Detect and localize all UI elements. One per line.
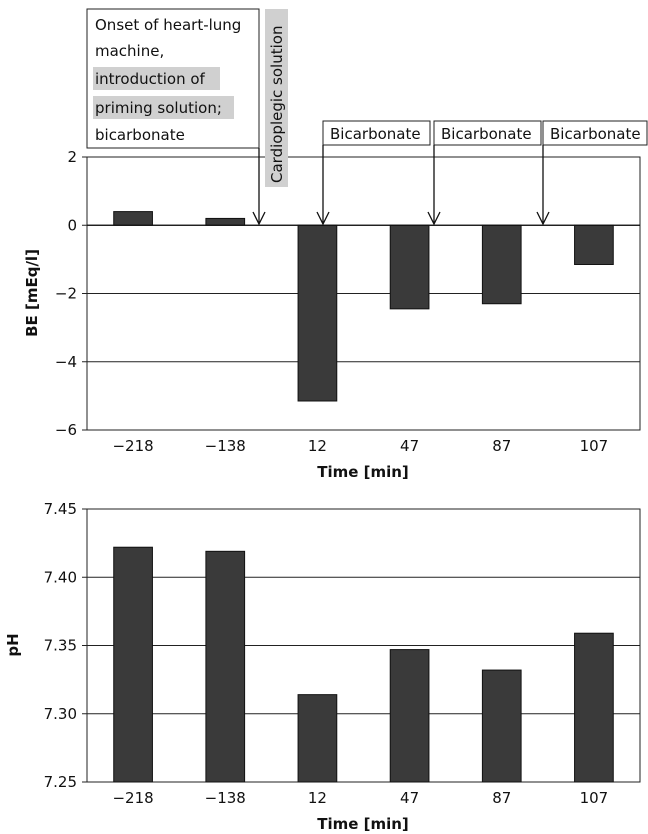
highlight-introduction xyxy=(93,67,220,90)
bicarbonate-box-2 xyxy=(433,120,542,146)
onset-line-3: introduction of xyxy=(95,70,206,88)
bicarbonate-box-1 xyxy=(322,120,431,146)
bicarbonate-label-3: Bicarbonate xyxy=(550,125,641,143)
onset-annotation: Onset of heart-lung machine, introductio… xyxy=(86,8,260,149)
be-bar xyxy=(297,224,338,402)
be-x-tick-label: 107 xyxy=(580,437,609,455)
ph-y-tick-label: 7.30 xyxy=(44,705,77,723)
be-y-tick-label: −6 xyxy=(55,421,77,439)
annotation-arrows xyxy=(252,145,550,226)
be-x-tick-label: −218 xyxy=(112,437,153,455)
onset-line-2: machine, xyxy=(95,42,164,60)
be-bar xyxy=(574,224,614,265)
arrow-bicarb-1-head xyxy=(316,211,330,226)
be-x-tick-labels: −218 −138 12 47 87 107 xyxy=(112,437,608,455)
be-y-tick-label: 0 xyxy=(67,216,77,234)
ph-x-tick-label: 87 xyxy=(492,789,511,807)
ph-x-tick-label: 107 xyxy=(580,789,609,807)
ph-bar xyxy=(113,546,153,783)
bicarbonate-label-1: Bicarbonate xyxy=(330,125,421,143)
ph-y-axis-title: pH xyxy=(4,633,22,656)
be-y-tick-label: −2 xyxy=(55,285,77,303)
ph-x-tick-label: 12 xyxy=(308,789,327,807)
cardioplegic-label: Cardioplegic solution xyxy=(268,26,286,183)
bicarbonate-label-2: Bicarbonate xyxy=(441,125,532,143)
onset-line-5: bicarbonate xyxy=(95,126,185,144)
ph-x-tick-labels: −218 −138 12 47 87 107 xyxy=(112,789,608,807)
be-x-tick-label: 47 xyxy=(400,437,419,455)
be-bar xyxy=(113,211,153,226)
be-bar xyxy=(205,217,246,226)
be-x-tick-label: 12 xyxy=(308,437,327,455)
be-bar xyxy=(481,224,522,305)
be-x-tick-label: −138 xyxy=(205,437,246,455)
ph-y-tick-label: 7.45 xyxy=(44,500,77,518)
ph-x-tick-label: 47 xyxy=(400,789,419,807)
cardioplegic-annotation: Cardioplegic solution xyxy=(265,9,288,187)
ph-y-tick-label: 7.40 xyxy=(44,568,77,586)
onset-line-1: Onset of heart-lung xyxy=(95,16,241,34)
be-y-axis-title: BE [mEq/l] xyxy=(23,249,41,337)
ph-bars xyxy=(113,546,614,783)
ph-bar xyxy=(481,669,522,783)
highlight-cardioplegic xyxy=(265,9,288,187)
ph-y-tick-label: 7.35 xyxy=(44,637,77,655)
ph-x-tick-label: −138 xyxy=(205,789,246,807)
bicarbonate-annotations: Bicarbonate Bicarbonate Bicarbonate xyxy=(322,120,648,146)
arrow-bicarb-2-head xyxy=(427,211,441,226)
be-y-tick-label: 2 xyxy=(67,148,77,166)
be-gridlines xyxy=(87,224,640,363)
bicarbonate-box-3 xyxy=(542,120,648,146)
arrow-onset-head xyxy=(252,211,266,226)
ph-gridlines xyxy=(87,576,640,715)
be-bar xyxy=(389,224,430,310)
be-chart: 2 0 −2 −4 −6 −218 −138 12 47 87 107 BE [mEq/l] Ti… xyxy=(23,8,648,481)
ph-y-tick-label: 7.25 xyxy=(44,773,77,791)
ph-bar xyxy=(205,550,246,783)
be-bars xyxy=(87,211,640,402)
ph-x-tick-label: −218 xyxy=(112,789,153,807)
be-y-tick-labels: 2 0 −2 −4 −6 xyxy=(55,148,87,439)
ph-x-axis-title: Time [min] xyxy=(317,815,409,833)
onset-line-4: priming solution; xyxy=(95,99,222,117)
be-x-axis-title: Time [min] xyxy=(317,463,409,481)
be-y-tick-label: −4 xyxy=(55,353,77,371)
be-x-tick-label: 87 xyxy=(492,437,511,455)
arrow-bicarb-3-head xyxy=(536,211,550,226)
ph-bar xyxy=(574,632,614,783)
ph-chart: 7.45 7.40 7.35 7.30 7.25 −218 −138 12 47 87 107 p… xyxy=(4,500,641,833)
highlight-priming xyxy=(93,96,234,119)
ph-y-tick-labels: 7.45 7.40 7.35 7.30 7.25 xyxy=(44,500,87,791)
ph-bar xyxy=(297,694,338,783)
ph-bar xyxy=(389,649,430,783)
